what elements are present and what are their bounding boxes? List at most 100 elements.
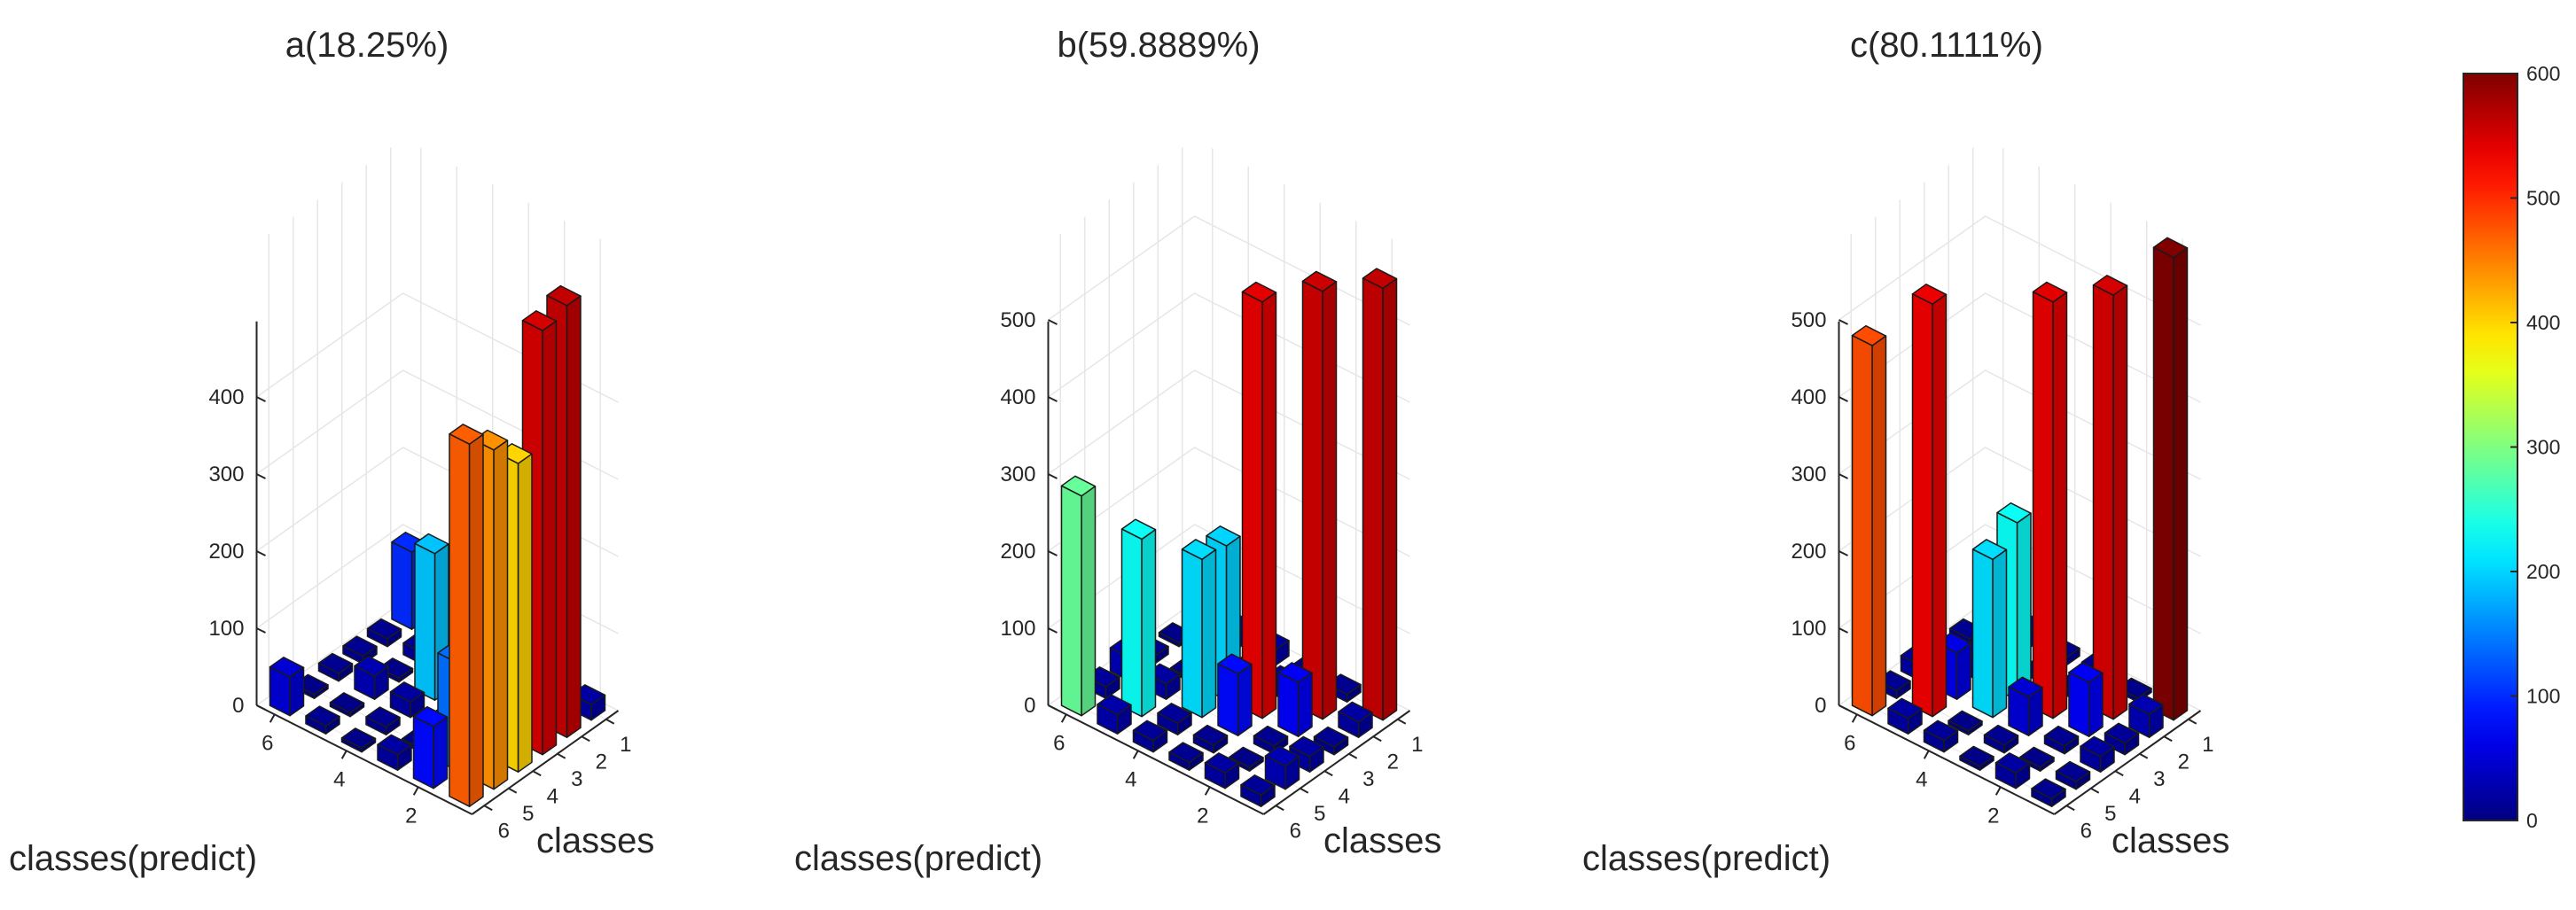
y-tick-mark xyxy=(557,752,566,759)
bars xyxy=(269,284,606,807)
bar-side-face xyxy=(1248,757,1264,772)
y-tick-mark xyxy=(1300,787,1309,794)
bar xyxy=(1181,539,1217,719)
y-tick-mark xyxy=(508,787,518,794)
y-tick-label: 6 xyxy=(498,819,510,843)
bar-front-face xyxy=(1060,485,1082,717)
bar-side-face xyxy=(1176,712,1192,735)
y-tick-label: 2 xyxy=(1387,750,1399,774)
bar-front-face xyxy=(1120,528,1143,718)
bar-side-face xyxy=(2075,771,2091,790)
y-tick-label: 2 xyxy=(2178,750,2190,774)
x-tick-mark xyxy=(1851,713,1858,723)
z-tick-mark xyxy=(256,550,266,556)
bar xyxy=(1887,697,1923,735)
y-tick-label: 5 xyxy=(1314,802,1325,826)
chart-title: a(18.25%) xyxy=(285,26,449,65)
z-tick-label: 300 xyxy=(208,463,244,486)
bar xyxy=(1911,284,1948,718)
bar xyxy=(2008,676,2043,736)
bar-side-face xyxy=(1907,708,1923,735)
bar-front-face xyxy=(391,541,413,630)
bar-side-face xyxy=(1213,735,1229,754)
grid-line xyxy=(1838,447,2201,557)
grid-line xyxy=(268,696,485,806)
bar-side-face xyxy=(1992,548,2008,719)
y-tick-mark xyxy=(2188,718,2197,725)
bar-side-face xyxy=(1297,672,1313,737)
grid-line xyxy=(1048,369,1410,480)
bar-side-face xyxy=(1382,277,1398,721)
grid-line xyxy=(1838,369,2201,480)
bar-side-face xyxy=(1932,293,1948,718)
bar-front-face xyxy=(1851,334,1873,717)
bar xyxy=(2068,662,2104,737)
y-tick-mark xyxy=(532,770,542,777)
grid-line xyxy=(1059,696,1276,806)
bar-side-face xyxy=(1141,528,1157,718)
bar-side-face xyxy=(1979,756,1994,771)
z-tick-mark xyxy=(1838,627,1848,634)
y-axis xyxy=(1262,710,1411,815)
bar-side-face xyxy=(361,737,377,753)
bar xyxy=(2043,725,2080,755)
bar-side-face xyxy=(493,439,509,790)
x-axis-label: classes(predict) xyxy=(9,839,257,878)
bar-side-face xyxy=(1201,548,1217,719)
y-tick-mark xyxy=(2114,770,2124,777)
z-tick-label: 400 xyxy=(1791,385,1826,409)
y-tick-label: 4 xyxy=(2129,784,2141,808)
z-tick-mark xyxy=(1838,396,1848,402)
bar-side-face xyxy=(1284,755,1300,790)
x-tick-mark xyxy=(1994,786,2002,796)
y-tick-label: 1 xyxy=(1411,733,1423,757)
y-axis xyxy=(471,710,620,815)
bar xyxy=(269,657,305,717)
bar xyxy=(366,618,402,648)
bar-side-face xyxy=(1346,683,1362,703)
x-tick-label: 4 xyxy=(1916,767,1927,791)
bar xyxy=(1338,701,1373,738)
grid-line xyxy=(1850,696,2067,806)
bar-front-face xyxy=(2068,672,2090,737)
bar xyxy=(389,681,425,719)
z-tick-mark xyxy=(1838,473,1848,479)
bar-side-face xyxy=(2050,788,2066,807)
x-axis-label: classes(predict) xyxy=(1582,839,1831,878)
x-tick-label: 6 xyxy=(1844,731,1855,755)
bar-front-face xyxy=(414,542,436,701)
bar-front-face xyxy=(2032,291,2054,719)
y-tick-label: 4 xyxy=(1339,784,1350,808)
z-tick-mark xyxy=(1048,319,1058,325)
bar-side-face xyxy=(338,663,354,682)
chart-title: b(59.8889%) xyxy=(1057,26,1260,65)
grid-line xyxy=(1875,679,2092,789)
y-tick-label: 3 xyxy=(1362,767,1374,791)
grid-line xyxy=(1048,215,1410,326)
bar-side-face xyxy=(349,702,365,718)
grid-line xyxy=(1838,292,2201,403)
bar-side-face xyxy=(1237,663,1253,736)
bar-side-face xyxy=(2027,687,2043,736)
bar-side-face xyxy=(1152,729,1168,753)
bar xyxy=(1301,270,1338,720)
grid-line xyxy=(1048,292,1410,403)
grid-line xyxy=(1838,524,2201,634)
z-tick-label: 100 xyxy=(208,617,244,641)
bar-side-face xyxy=(2003,735,2019,754)
z-tick-label: 400 xyxy=(208,385,244,409)
bar xyxy=(449,424,484,807)
x-tick-mark xyxy=(269,713,276,723)
bar-side-face xyxy=(1357,712,1373,738)
bar-front-face xyxy=(1362,277,1384,721)
bar-side-face xyxy=(386,628,402,648)
bar-front-face xyxy=(1181,548,1203,719)
z-tick-mark xyxy=(256,473,266,479)
bar xyxy=(1060,475,1097,717)
bar-front-face xyxy=(449,433,471,807)
bar-side-face xyxy=(2124,732,2140,756)
z-tick-mark xyxy=(256,396,266,402)
bar-front-face xyxy=(1217,663,1239,736)
